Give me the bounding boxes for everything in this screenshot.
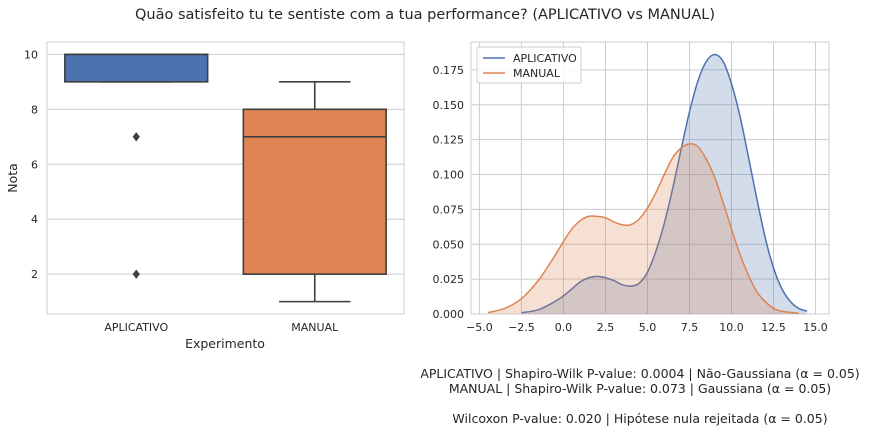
kde-legend-frame: [476, 46, 582, 84]
boxplot-y-ticks: 2 4 6 8 10: [24, 48, 38, 281]
boxplot-y-tick-label: 10: [24, 48, 38, 61]
boxplot-y-tick-label: 8: [31, 103, 38, 116]
kde-x-tick-label: 2.5: [597, 321, 615, 334]
kde-line-aplicativo: [521, 53, 808, 314]
kde-x-tick-label: 15.0: [803, 321, 828, 334]
boxplot-y-tick-label: 2: [31, 268, 38, 281]
boxplot-xlabel: Experimento: [185, 336, 265, 351]
kde-y-tick-label: 0.175: [433, 64, 465, 77]
kde-x-tick-label: −5.0: [466, 321, 493, 334]
kde-plot-area: [470, 41, 830, 315]
kde-x-tick-label: 0.0: [555, 321, 573, 334]
box-aplicativo: [64, 53, 209, 279]
kde-legend: APLICATIVO MANUAL: [476, 46, 582, 84]
outlier-point: [132, 269, 140, 279]
kde-legend-label-aplicativo: APLICATIVO: [513, 52, 577, 65]
outlier-point: [132, 132, 140, 142]
figure-title: Quão satisfeito tu te sentiste com a tua…: [135, 7, 715, 23]
stats-line-manual: MANUAL | Shapiro-Wilk P-value: 0.073 | G…: [448, 381, 832, 396]
stats-line-wilcoxon: Wilcoxon P-value: 0.020 | Hipótese nula …: [452, 411, 828, 426]
kde-marks: [487, 53, 808, 315]
boxplot-y-tick-label: 6: [31, 158, 38, 171]
kde-x-tick-label: 12.5: [761, 321, 786, 334]
kde-panel: 0.000 0.025 0.050 0.075 0.100 0.125 0.150 0.175…: [433, 41, 830, 334]
box-body: [242, 108, 387, 275]
kde-y-tick-label: 0.075: [433, 203, 465, 216]
boxplot-x-tick-label: APLICATIVO: [104, 321, 168, 334]
kde-y-tick-label: 0.050: [433, 238, 465, 251]
box-manual: [242, 81, 387, 303]
kde-y-tick-label: 0.000: [433, 308, 465, 321]
boxplot-panel: 2 4 6 8 10 APLICATIVO MANUAL Nota Experimento: [5, 41, 405, 351]
kde-area-manual: [487, 143, 799, 314]
kde-y-tick-label: 0.125: [433, 134, 465, 147]
kde-x-tick-label: −2.5: [508, 321, 535, 334]
kde-x-ticks: −5.0 −2.5 0.0 2.5 5.0 7.5 10.0 12.5 15.0: [466, 321, 828, 334]
kde-line-manual: [487, 143, 799, 315]
kde-x-tick-label: 7.5: [681, 321, 699, 334]
stats-line-aplicativo: APLICATIVO | Shapiro-Wilk P-value: 0.000…: [420, 366, 860, 381]
kde-y-ticks: 0.000 0.025 0.050 0.075 0.100 0.125 0.150 0.175: [433, 64, 465, 321]
kde-x-tick-label: 5.0: [639, 321, 657, 334]
box-body: [64, 53, 209, 83]
kde-x-tick-label: 10.0: [719, 321, 744, 334]
kde-y-tick-label: 0.100: [433, 169, 465, 182]
boxplot-marks: [64, 53, 387, 303]
boxplot-ylabel: Nota: [5, 163, 20, 193]
kde-y-tick-label: 0.025: [433, 273, 465, 286]
boxplot-x-ticks: APLICATIVO MANUAL: [104, 321, 339, 334]
kde-legend-label-manual: MANUAL: [513, 67, 561, 80]
boxplot-x-tick-label: MANUAL: [291, 321, 339, 334]
kde-y-tick-label: 0.150: [433, 99, 465, 112]
kde-area-aplicativo: [521, 54, 808, 315]
boxplot-y-tick-label: 4: [31, 213, 38, 226]
